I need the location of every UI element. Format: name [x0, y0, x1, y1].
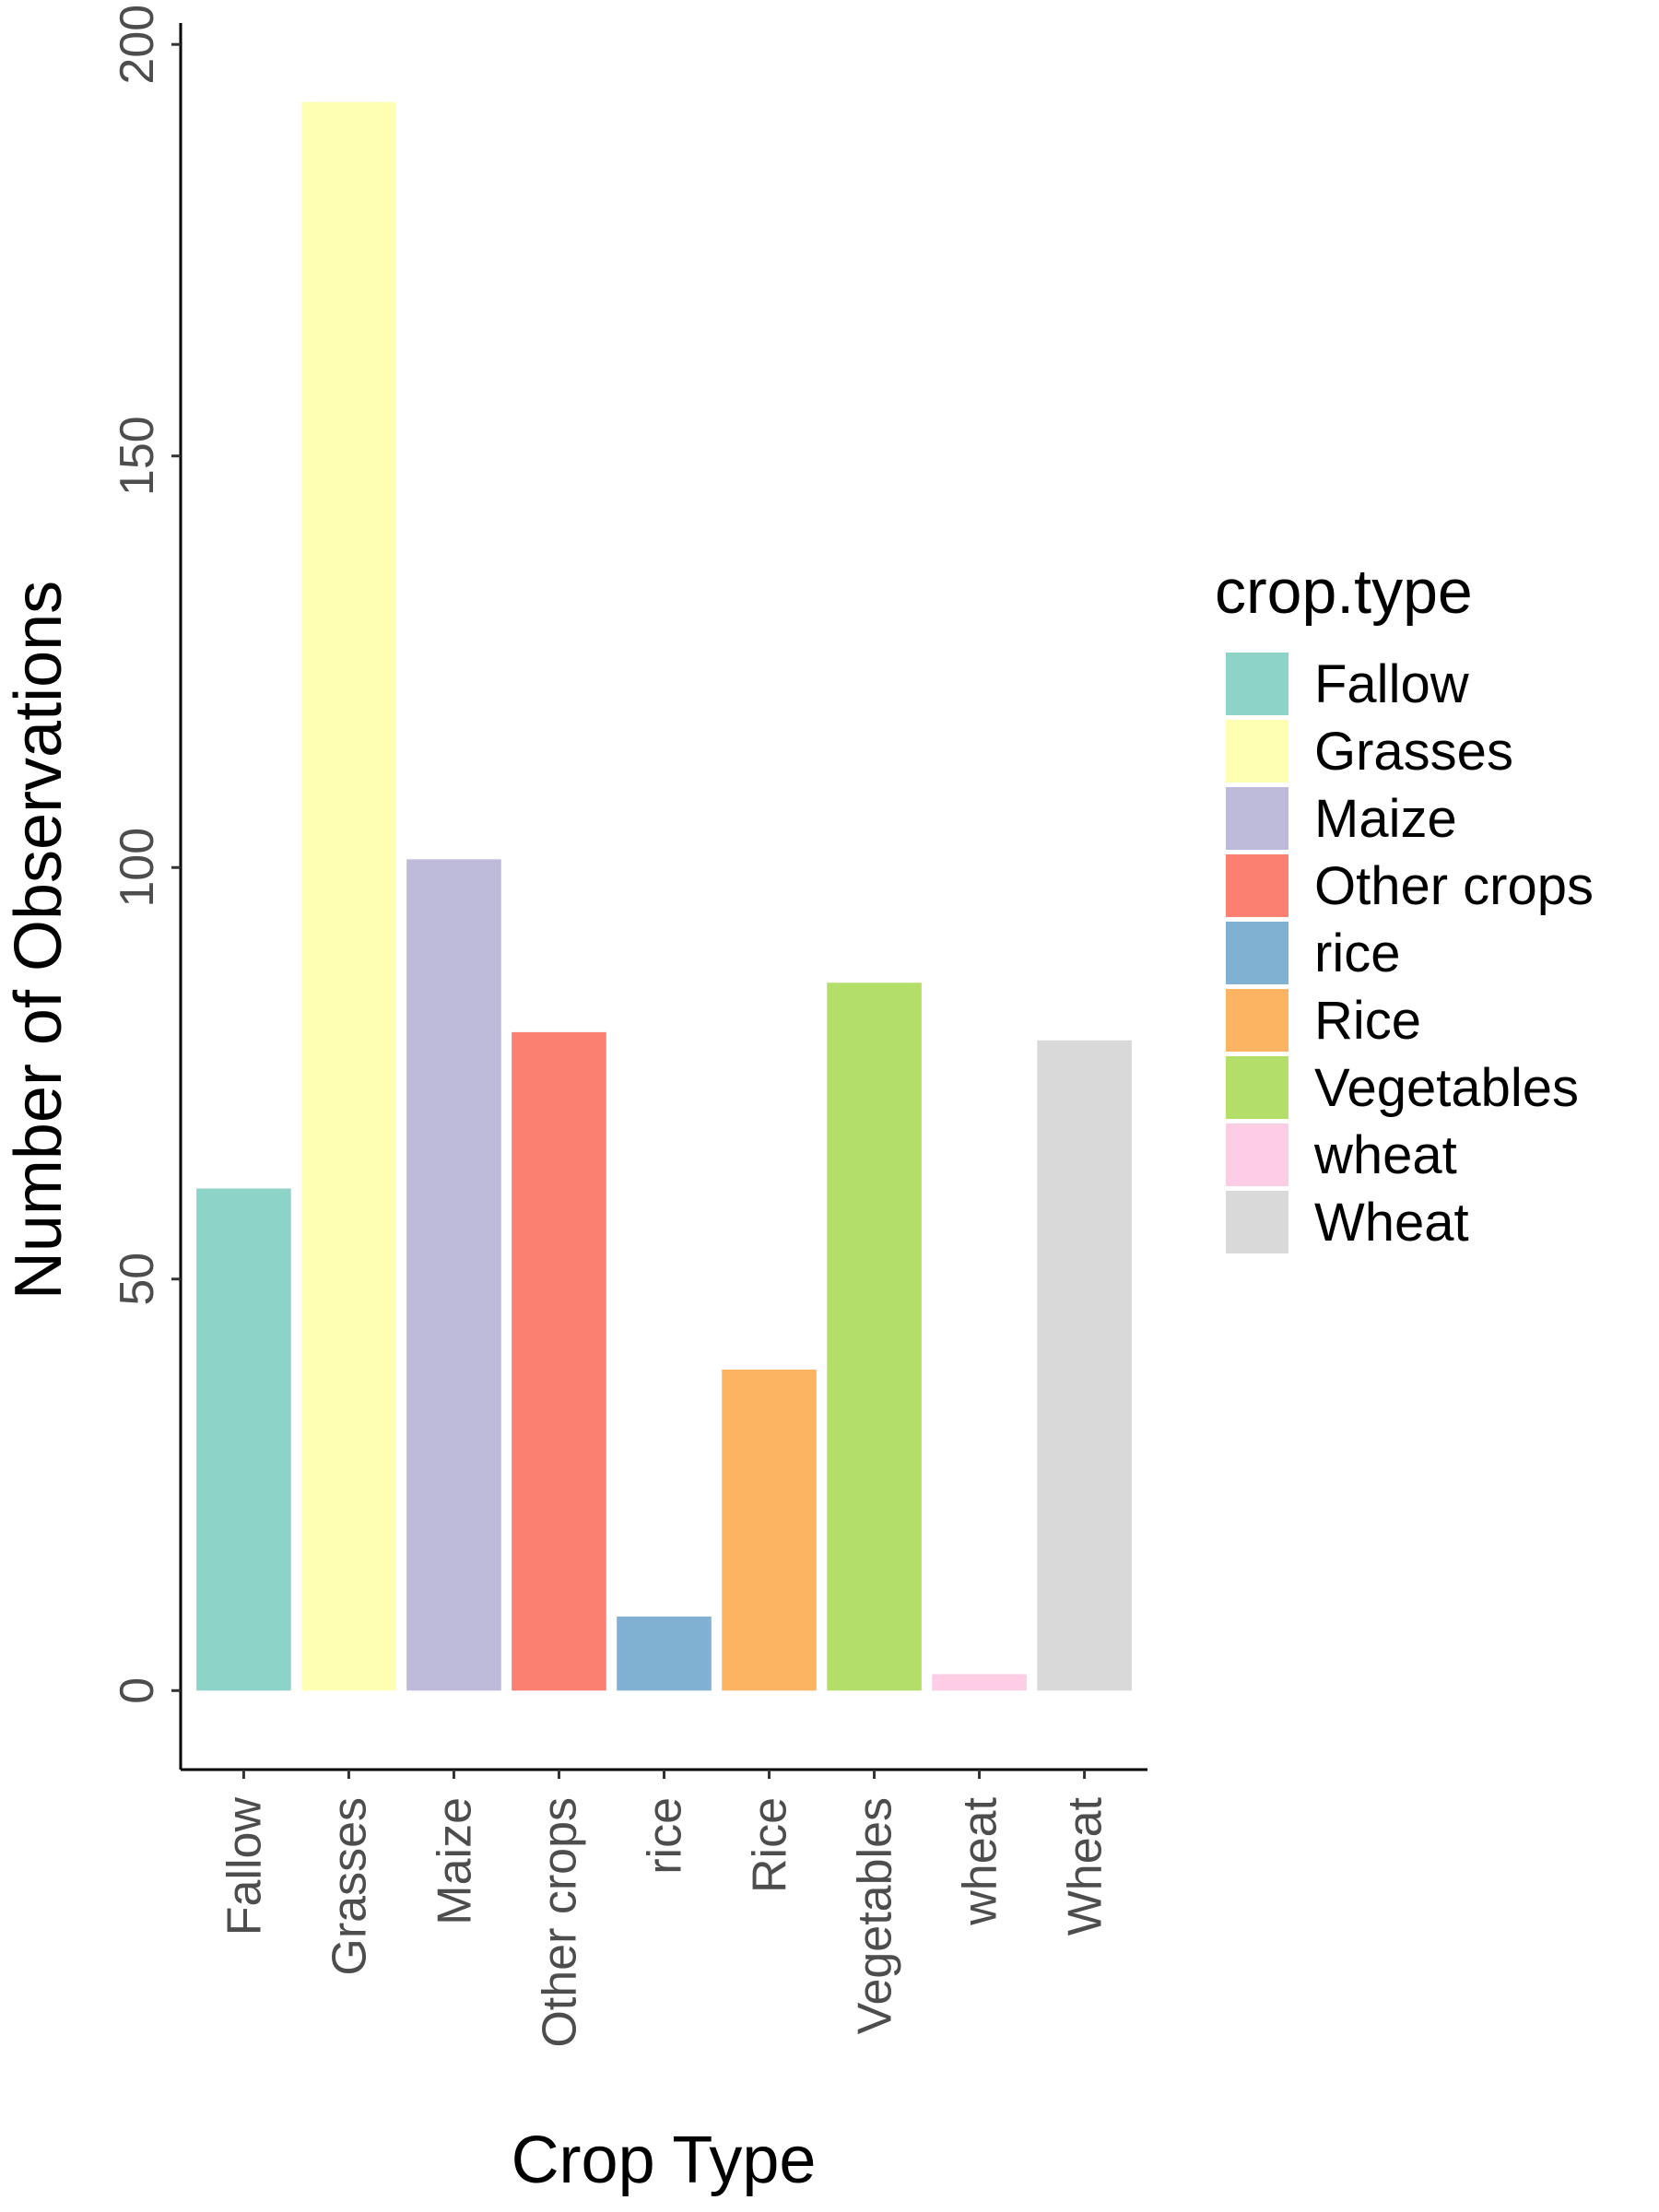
bar-fallow — [196, 1188, 291, 1691]
legend-title: crop.type — [1215, 557, 1473, 627]
x-tick-label: Other crops — [533, 1797, 586, 2048]
y-tick-label: 150 — [111, 416, 164, 496]
legend-label: Vegetables — [1314, 1058, 1579, 1118]
y-tick-label: 0 — [111, 1677, 164, 1704]
legend-key — [1226, 922, 1288, 984]
y-ticks-group: 0 50 100 150 200 — [111, 5, 181, 1704]
legend-key — [1226, 989, 1288, 1052]
x-tick-label: Maize — [428, 1797, 481, 1925]
x-tick-label: Grasses — [323, 1797, 376, 1976]
bar-grasses — [301, 101, 396, 1691]
x-tick-label: Fallow — [218, 1797, 271, 1936]
legend-label: Grasses — [1314, 722, 1513, 782]
bar-maize — [406, 859, 501, 1691]
x-tick-label: wheat — [954, 1796, 1007, 1925]
legend-key — [1226, 1191, 1288, 1253]
legend-key — [1226, 787, 1288, 850]
legend-label: Other crops — [1314, 856, 1594, 916]
bar-rice — [722, 1369, 817, 1691]
x-tick-label: rice — [639, 1797, 692, 1875]
x-tick-label: Vegetables — [849, 1797, 902, 2034]
x-ticks-group: Fallow Grasses Maize Other crops rice Rice Veg… — [218, 1770, 1112, 2048]
x-tick-label: Rice — [744, 1797, 797, 1893]
legend-key — [1226, 1056, 1288, 1119]
legend-label: Maize — [1314, 789, 1457, 849]
legend-label: rice — [1314, 924, 1400, 983]
legend-items: Fallow Grasses Maize Other crops rice Rice Veg… — [1226, 653, 1594, 1253]
bar-vegetables — [827, 982, 922, 1691]
legend-label: Rice — [1314, 991, 1421, 1051]
bar-other-crops — [512, 1031, 606, 1691]
y-axis-title: Number of Observations — [2, 581, 76, 1300]
y-tick-label: 100 — [111, 828, 164, 908]
bar-wheat — [932, 1674, 1027, 1691]
legend-label: Wheat — [1314, 1193, 1469, 1253]
legend-key — [1226, 653, 1288, 715]
legend-key — [1226, 1124, 1288, 1186]
x-axis-title: Crop Type — [512, 2124, 817, 2197]
legend-label: Fallow — [1314, 654, 1470, 714]
legend-key — [1226, 854, 1288, 917]
y-tick-label: 200 — [111, 5, 164, 85]
legend-key — [1226, 720, 1288, 782]
y-tick-label: 50 — [111, 1253, 164, 1306]
legend: crop.type Fallow Grasses Maize Other crops r… — [1215, 557, 1594, 1253]
bar-rice — [617, 1616, 712, 1691]
x-tick-label: Wheat — [1059, 1796, 1112, 1936]
bars-group — [196, 101, 1132, 1691]
bar-wheat — [1037, 1040, 1132, 1691]
legend-label: wheat — [1313, 1125, 1457, 1185]
